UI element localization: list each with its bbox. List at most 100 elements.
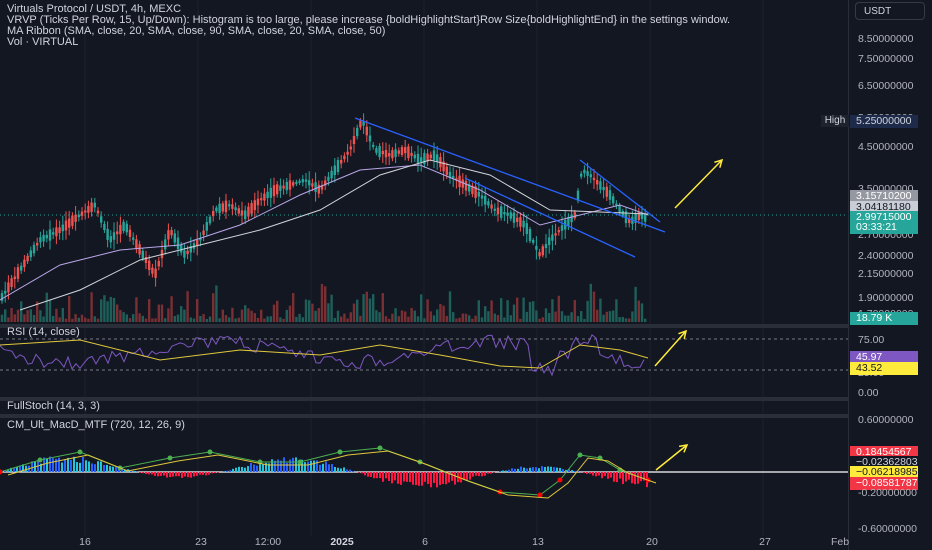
candle-body — [352, 135, 356, 145]
candle-body — [391, 150, 394, 159]
candle-body — [452, 175, 455, 179]
price-tick: 4.50000000 — [858, 141, 914, 153]
volume-bar — [439, 303, 442, 322]
macd-histogram-bar — [160, 472, 162, 476]
candle-body — [240, 210, 244, 216]
volume-bar — [205, 318, 208, 322]
volume-bar — [122, 312, 125, 322]
macd-histogram-bar — [478, 472, 480, 477]
macd-histogram-bar — [97, 461, 99, 472]
symbol-title[interactable]: Virtuals Protocol / USDT, 4h, MEXC — [7, 3, 182, 15]
candle-body — [599, 181, 602, 190]
volume-bar — [349, 312, 352, 322]
volume-bar — [266, 316, 269, 322]
volume-bar — [404, 311, 407, 322]
macd-tick-bottom: -0.60000000 — [858, 523, 917, 535]
volume-bar — [154, 318, 157, 322]
candle-body — [576, 190, 580, 201]
candle-body — [244, 210, 247, 220]
volume-bar — [567, 315, 570, 322]
volume-bar — [442, 305, 445, 322]
candle-body — [93, 202, 96, 208]
candle-body — [266, 191, 269, 199]
trendline — [464, 177, 636, 258]
macd-histogram-bar — [148, 472, 150, 475]
currency-button[interactable]: USDT — [855, 2, 925, 20]
candle-body — [493, 208, 496, 211]
volume-bar — [61, 307, 64, 322]
candle-body — [637, 211, 640, 221]
volume-bar — [327, 303, 330, 322]
candle-body — [525, 223, 528, 235]
macd-histogram-bar — [544, 466, 546, 472]
chart-area[interactable] — [0, 0, 848, 550]
macd-histogram-bar — [352, 471, 354, 472]
macd-histogram-bar — [166, 472, 168, 478]
volume-bar — [16, 309, 20, 322]
macd-histogram-bar — [385, 472, 387, 479]
macd-histogram-bar — [277, 459, 279, 472]
macd-histogram-bar — [502, 470, 504, 472]
volume-bar — [128, 318, 132, 322]
trendline — [579, 159, 661, 223]
candle-body — [176, 237, 180, 250]
stoch-legend[interactable]: FullStoch (14, 3, 3) — [7, 401, 100, 412]
macd-histogram-bar — [112, 466, 114, 472]
macd-histogram-bar — [250, 463, 252, 472]
candle-body — [55, 227, 58, 237]
macd-histogram-bar — [559, 467, 561, 472]
macd-histogram-bar — [49, 456, 51, 472]
candle-body — [36, 242, 39, 246]
candle-body — [87, 206, 90, 213]
vrvp-legend[interactable]: VRVP (Ticks Per Row, 15, Up/Down): Histo… — [7, 14, 731, 26]
macd-histogram-bar — [229, 470, 231, 472]
volume-bar — [375, 310, 378, 322]
macd-histogram-bar — [271, 459, 273, 472]
volume-bar — [496, 315, 500, 322]
macd-histogram-bar — [331, 464, 333, 472]
candle-body — [167, 230, 170, 240]
volume-bar — [77, 317, 80, 322]
volume-bar — [116, 304, 119, 322]
rsi-ma-badge: 43.52 — [850, 362, 918, 375]
pane-separator-stoch[interactable] — [0, 397, 932, 401]
candle-body — [404, 147, 407, 154]
macd-histogram-bar — [622, 472, 624, 485]
candle-body — [484, 195, 487, 205]
macd-histogram-bar — [43, 457, 45, 472]
ma-ribbon-legend[interactable]: MA Ribbon (SMA, close, 20, SMA, close, 9… — [7, 25, 386, 37]
price-chart-canvas[interactable] — [0, 0, 848, 550]
macd-histogram-bar — [412, 472, 414, 485]
candle-body — [487, 201, 490, 206]
macd-legend[interactable]: CM_Ult_MacD_MTF (720, 12, 26, 9) — [7, 420, 185, 431]
candle-body — [343, 155, 346, 160]
macd-histogram-bar — [631, 472, 633, 484]
macd-histogram-bar — [592, 472, 594, 476]
candle-body — [602, 187, 605, 191]
volume-bar — [564, 315, 567, 322]
macd-histogram-bar — [154, 472, 156, 476]
macd-histogram-bar — [298, 460, 300, 472]
candle-body — [128, 229, 132, 237]
macd-histogram-bar — [256, 465, 258, 472]
volume-legend[interactable]: Vol · VIRTUAL — [7, 36, 79, 48]
candle-body — [26, 255, 29, 262]
xaxis-label: 27 — [759, 536, 771, 548]
macd-histogram-bar — [301, 459, 303, 472]
macd-histogram-bar — [61, 462, 63, 472]
candle-body — [295, 181, 298, 184]
candle-body — [506, 212, 509, 216]
macd-histogram-bar — [226, 470, 228, 472]
rsi-legend[interactable]: RSI (14, close) — [7, 327, 80, 338]
volume-bar — [112, 297, 116, 322]
volume-bar — [452, 312, 455, 322]
candle-body — [644, 214, 647, 222]
candle-body — [372, 144, 375, 147]
candle-body — [471, 185, 474, 195]
arrow-head — [678, 444, 689, 453]
volume-bar — [397, 316, 400, 322]
volume-bar — [23, 314, 26, 322]
candle-body — [45, 234, 48, 239]
pane-separator-macd[interactable] — [0, 414, 932, 418]
pane-separator-rsi[interactable] — [0, 324, 932, 328]
